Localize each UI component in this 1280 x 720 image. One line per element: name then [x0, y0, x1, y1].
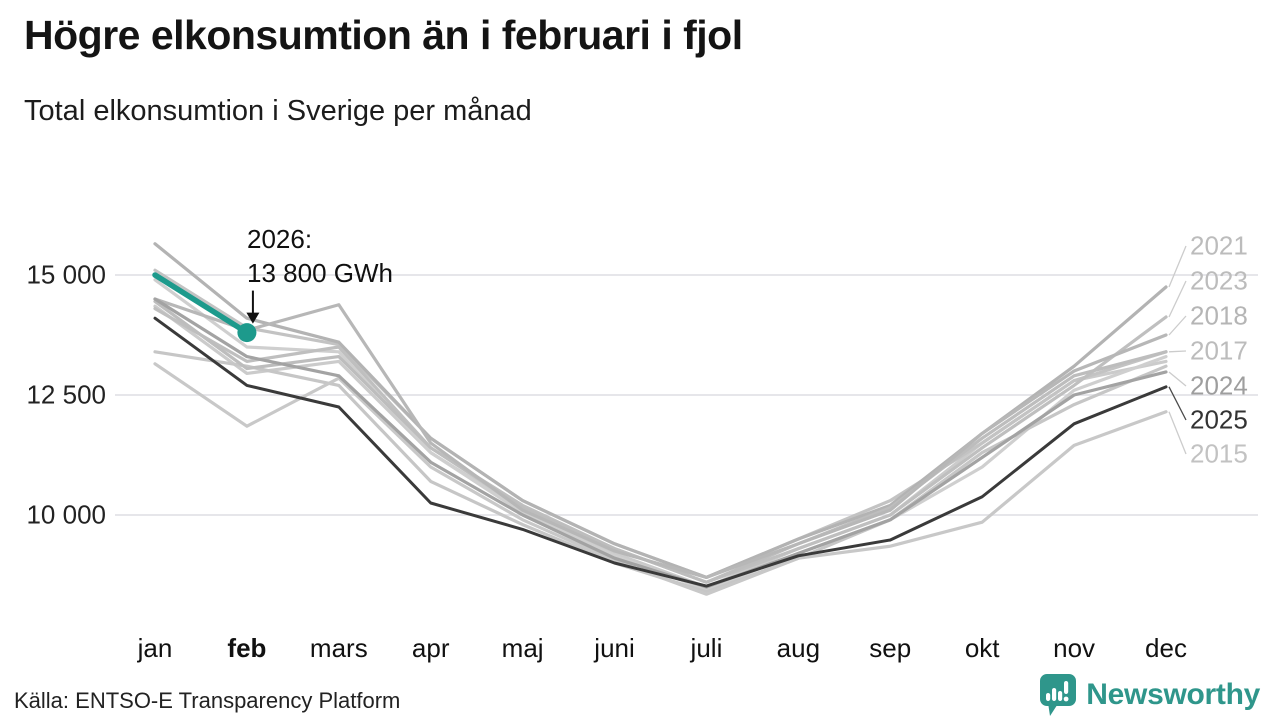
- annotation-line1: 2026:: [247, 224, 313, 254]
- source-caption: Källa: ENTSO-E Transparency Platform: [14, 688, 401, 713]
- x-tick-maj: maj: [501, 633, 544, 663]
- x-tick-jan: jan: [137, 633, 173, 663]
- year-label-2017: 2017: [1190, 335, 1248, 366]
- x-tick-nov: nov: [1053, 633, 1096, 663]
- annotation-line2: 13 800 GWh: [247, 258, 393, 288]
- chart-subtitle: Total elkonsumtion i Sverige per månad: [24, 95, 532, 127]
- page-title: Högre elkonsumtion än i februari i fjol: [24, 12, 743, 58]
- year-label-2015: 2015: [1190, 438, 1248, 469]
- year-label-2018: 2018: [1190, 300, 1248, 331]
- x-tick-apr: apr: [411, 633, 450, 663]
- year-label-2021: 2021: [1190, 230, 1248, 261]
- x-tick-aug: aug: [776, 633, 821, 663]
- x-tick-feb: feb: [227, 633, 267, 663]
- x-tick-okt: okt: [964, 633, 1000, 663]
- x-tick-dec: dec: [1145, 633, 1187, 663]
- y-tick-10000: 10 000: [26, 499, 106, 530]
- x-tick-juni: juni: [594, 633, 635, 663]
- x-tick-mars: mars: [309, 633, 368, 663]
- x-tick-juli: juli: [690, 633, 723, 663]
- year-label-2025: 2025: [1190, 404, 1248, 435]
- annotation-2026: 2026: 13 800 GWh: [247, 222, 393, 290]
- y-tick-12500: 12 500: [26, 379, 106, 410]
- newsworthy-logo-icon: [1040, 674, 1077, 716]
- year-label-2023: 2023: [1190, 265, 1248, 296]
- newsworthy-logo[interactable]: Newsworthy: [1037, 672, 1260, 718]
- x-tick-sep: sep: [869, 633, 912, 663]
- newsworthy-logo-text: Newsworthy: [1086, 678, 1260, 711]
- y-tick-15000: 15 000: [26, 259, 106, 290]
- year-label-2024: 2024: [1190, 370, 1248, 401]
